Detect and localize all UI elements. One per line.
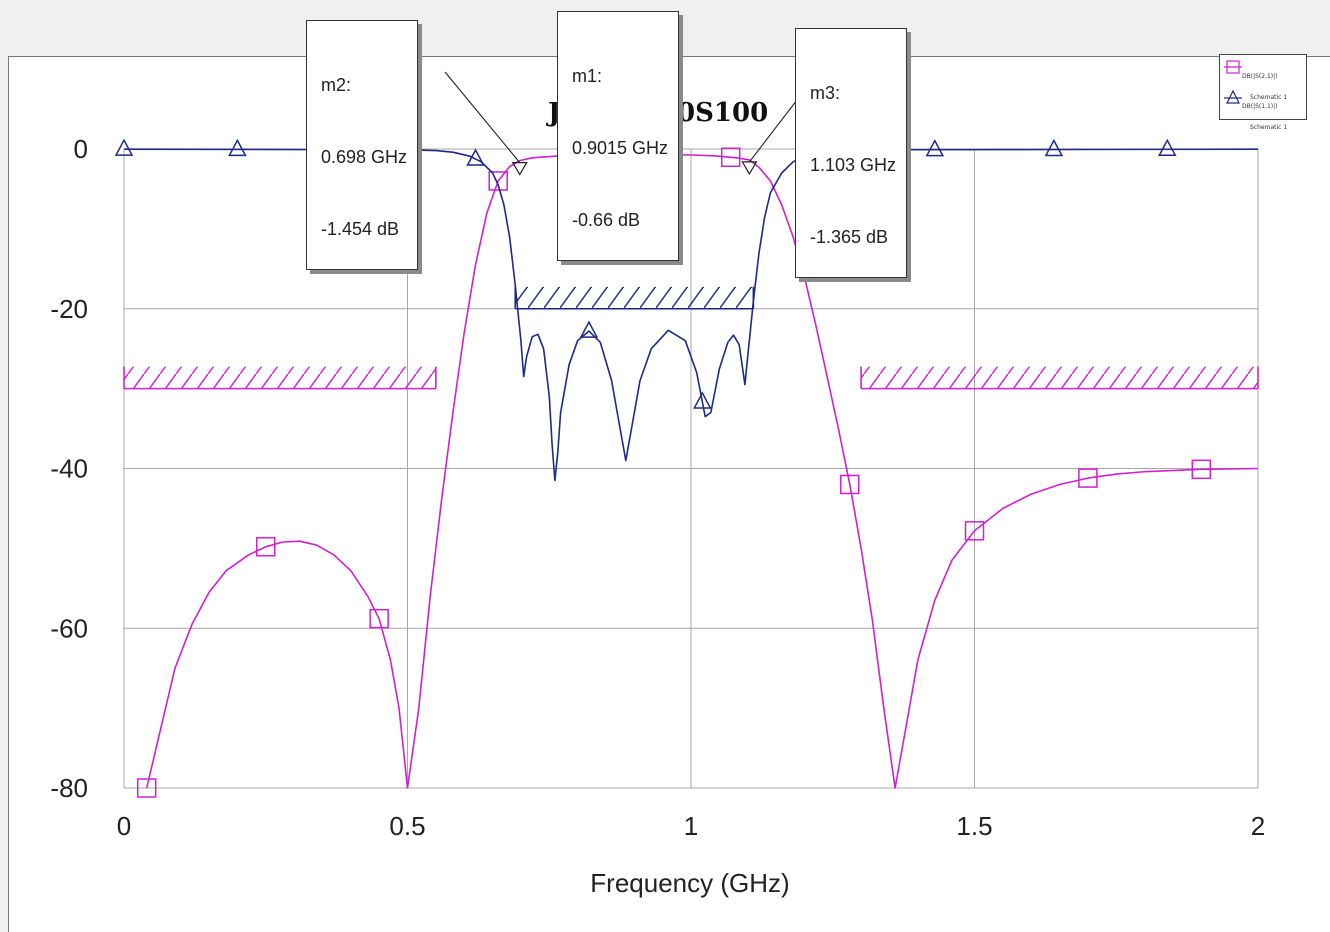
y-tick-label: -80 — [50, 773, 88, 803]
legend-square-icon — [1224, 59, 1242, 75]
limit-hatch — [861, 367, 1258, 389]
x-tick-label: 1.5 — [956, 811, 992, 841]
marker-m1-frequency: 0.9015 GHz — [572, 136, 668, 160]
x-tick-label: 0.5 — [389, 811, 425, 841]
legend-triangle-icon — [1224, 89, 1242, 105]
legend-entry-s21-name: DB(|S(2,1)|) — [1242, 73, 1287, 80]
marker-m2-readout[interactable]: m2: 0.698 GHz -1.454 dB — [306, 20, 418, 270]
chart-legend[interactable]: DB(|S(2,1)|) Schematic 1 DB(|S(1,1)|) Sc… — [1219, 54, 1307, 120]
data-point-triangle — [927, 141, 943, 156]
marker-m3-readout[interactable]: m3: 1.103 GHz -1.365 dB — [795, 28, 907, 278]
y-tick-label: -20 — [50, 294, 88, 324]
marker-m2-frequency: 0.698 GHz — [321, 145, 407, 169]
data-point-triangle — [1046, 140, 1062, 155]
marker-m1-value: -0.66 dB — [572, 208, 668, 232]
limit-hatch — [124, 367, 436, 389]
x-tick-label: 2 — [1251, 811, 1265, 841]
x-axis-label: Frequency (GHz) — [590, 868, 789, 898]
y-tick-label: -40 — [50, 454, 88, 484]
marker-m3-value: -1.365 dB — [810, 225, 896, 249]
marker-m2-label: m2: — [321, 73, 407, 97]
x-tick-label: 1 — [684, 811, 698, 841]
y-tick-label: 0 — [74, 134, 88, 164]
data-point-triangle — [229, 140, 245, 155]
marker-m1-readout[interactable]: m1: 0.9015 GHz -0.66 dB — [557, 11, 679, 261]
legend-entry-s11-sub: Schematic 1 — [1242, 124, 1287, 131]
marker-m2-value: -1.454 dB — [321, 217, 407, 241]
legend-entry-s11-name: DB(|S(1,1)|) — [1242, 103, 1287, 110]
marker-m1-label: m1: — [572, 64, 668, 88]
marker-m3-frequency: 1.103 GHz — [810, 153, 896, 177]
y-tick-label: -60 — [50, 613, 88, 643]
marker-m3-label: m3: — [810, 81, 896, 105]
legend-entry-s11: DB(|S(1,1)|) Schematic 1 — [1242, 89, 1287, 145]
data-point-triangle — [1159, 140, 1175, 155]
x-tick-label: 0 — [117, 811, 131, 841]
limit-hatch — [515, 287, 753, 309]
